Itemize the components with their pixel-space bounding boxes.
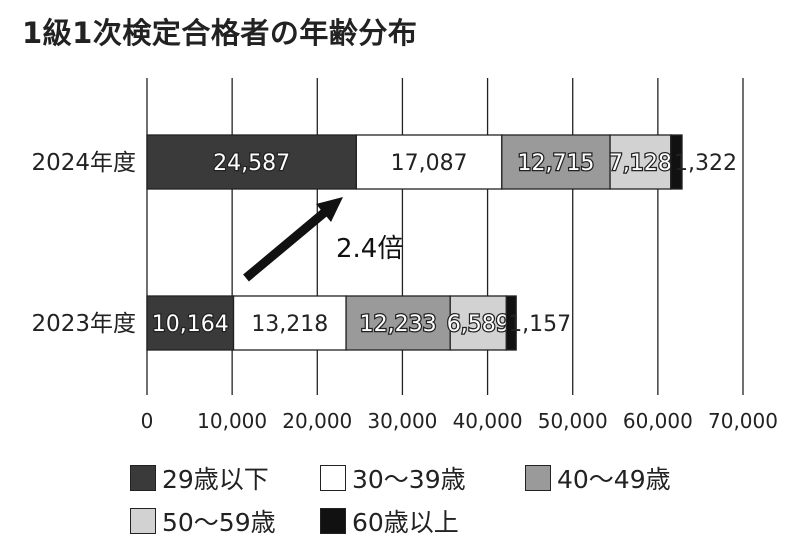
- x-tick-label: 30,000: [367, 409, 437, 433]
- bar-segment: [449, 295, 507, 351]
- annotation-arrow-head: [316, 197, 343, 222]
- data-label: 24,587: [213, 151, 290, 176]
- bar-segment: [670, 134, 683, 190]
- data-label: 1,157: [508, 312, 571, 337]
- annotation-arrow-shaft: [243, 208, 328, 282]
- x-tick-label: 20,000: [282, 409, 352, 433]
- data-label: 10,164: [152, 312, 229, 337]
- data-label: 13,218: [251, 312, 328, 337]
- x-tick-label: 0: [141, 409, 154, 433]
- data-label: 6,589: [447, 312, 510, 337]
- data-label: 1,322: [674, 151, 737, 176]
- data-label: 7,128: [609, 151, 672, 176]
- x-tick-label: 40,000: [453, 409, 523, 433]
- data-label: 17,087: [391, 151, 468, 176]
- x-tick-label: 70,000: [708, 409, 778, 433]
- data-label: 12,715: [517, 151, 594, 176]
- x-tick-label: 50,000: [538, 409, 608, 433]
- x-tick-label: 60,000: [623, 409, 693, 433]
- bar-segment: [345, 295, 451, 351]
- x-tick-label: 10,000: [197, 409, 267, 433]
- bar-segment: [146, 134, 357, 190]
- category-label: 2023年度: [31, 311, 136, 337]
- category-label: 2024年度: [31, 150, 136, 176]
- chart-title: 1級1次検定合格者の年齢分布: [22, 16, 418, 50]
- bar-segment: [609, 134, 672, 190]
- bar-segment: [505, 295, 517, 351]
- annotation-text: 2.4倍: [336, 234, 403, 264]
- data-label: 12,233: [360, 312, 437, 337]
- bar-segment: [355, 134, 503, 190]
